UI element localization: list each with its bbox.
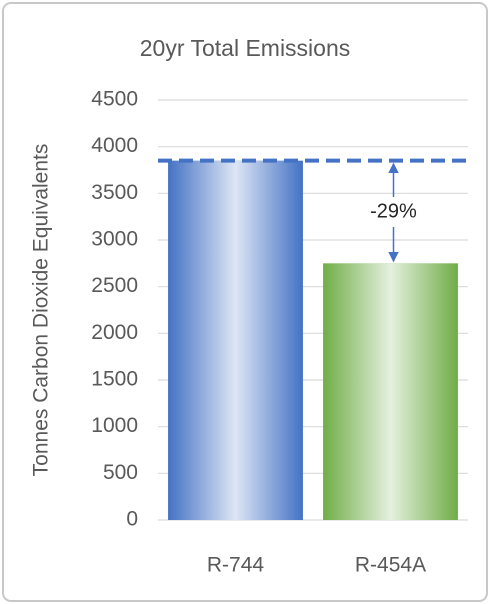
y-tick-label: 500 [103,461,138,484]
bar-shine [168,160,303,520]
bar-shine [323,263,458,520]
x-tick-label: R-744 [207,554,265,577]
annotation-bg [363,197,424,227]
y-tick-label: 3500 [91,181,138,204]
x-tick-label: R-454A [355,554,426,577]
y-tick-label: 1500 [91,368,138,391]
chart-title: 20yr Total Emissions [140,35,351,61]
y-axis-label: Tonnes Carbon Dioxide Equivalents [30,144,53,477]
y-tick-label: 0 [126,508,138,531]
annotation: -29% [370,200,417,222]
y-tick-label: 1000 [91,414,138,437]
y-tick-label: 2000 [91,321,138,344]
y-tick-label: 4000 [91,134,138,157]
y-tick-label: 4500 [91,88,138,111]
y-tick-label: 3000 [91,228,138,251]
y-tick-label: 2500 [91,274,138,297]
